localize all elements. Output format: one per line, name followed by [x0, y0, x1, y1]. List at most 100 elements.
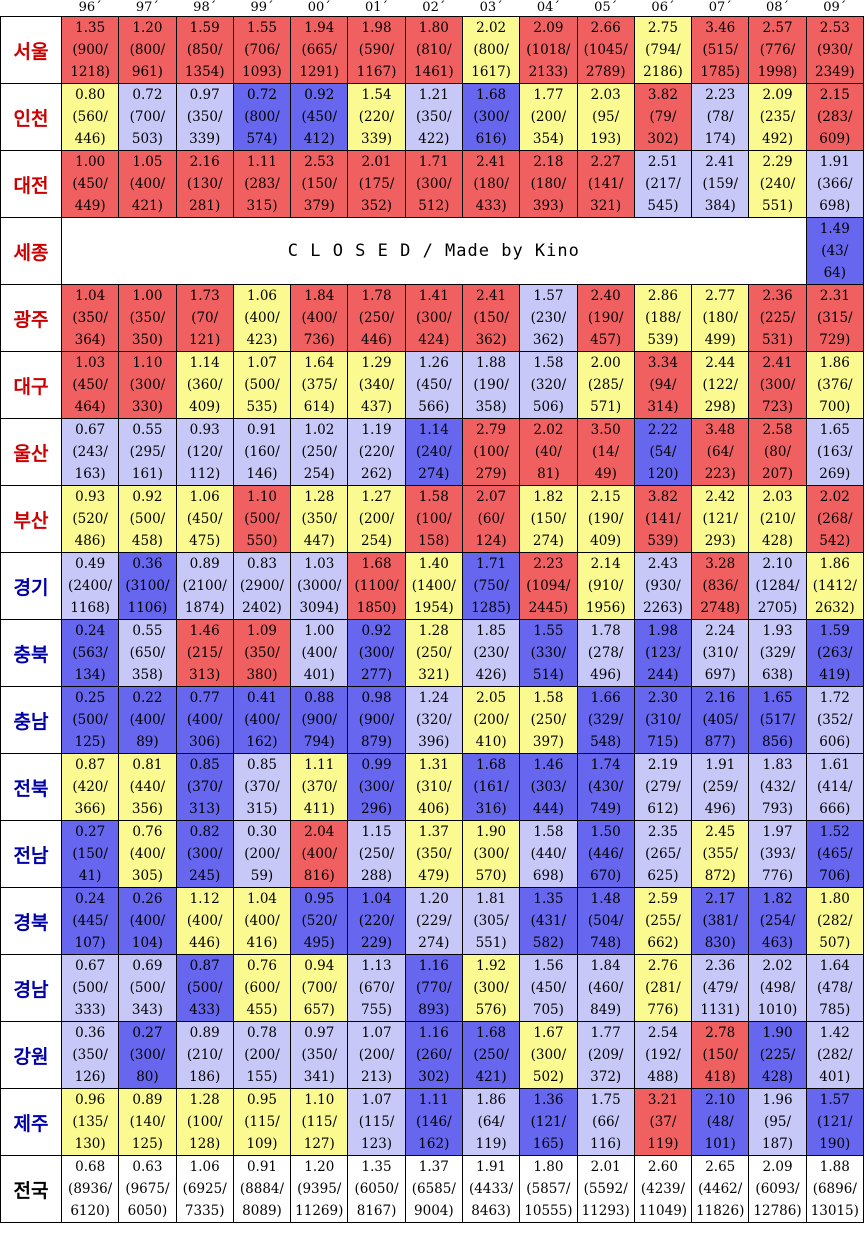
rate-value: 2.41 — [762, 355, 793, 371]
rate-value: 1.31 — [418, 757, 449, 773]
table-row: 강원 0.36 (350/126) 0.27 (300/80) 0.89 (210/186)… — [0, 1021, 864, 1089]
rate-cell: 1.55 (330/514) — [519, 619, 578, 687]
rate-value: 2.18 — [533, 154, 564, 170]
rate-value: 1.13 — [361, 958, 392, 974]
rate-cell: 3.82 (141/539) — [633, 485, 693, 553]
rate-value: 2.78 — [705, 1025, 736, 1041]
rate-cell: 0.24 (445/107) — [60, 887, 120, 955]
rate-cell: 1.11 (283/315) — [232, 150, 292, 218]
applicant-count: (590/ — [358, 42, 395, 58]
rate-cell: 0.72 (700/503) — [118, 83, 177, 151]
rate-value: 1.10 — [132, 355, 163, 371]
quota-count: 354) — [532, 131, 564, 147]
rate-value: 0.82 — [189, 824, 220, 840]
rate-cell: 1.68 (161/316) — [461, 753, 521, 821]
rate-cell: 2.41 (159/384) — [691, 150, 750, 218]
rate-cell: 2.44 (122/298) — [691, 351, 750, 419]
rate-value: 1.07 — [246, 355, 278, 371]
rate-value: 1.40 — [418, 556, 449, 572]
applicant-count: (445/ — [72, 913, 108, 929]
applicant-count: (230/ — [530, 310, 567, 326]
quota-count: 356) — [131, 801, 163, 817]
quota-count: 794) — [303, 734, 335, 750]
rate-cell: 1.58 (320/506) — [519, 351, 578, 419]
quota-count: 506) — [532, 399, 564, 415]
quota-count: 616) — [475, 131, 507, 147]
rate-value: 3.50 — [590, 422, 621, 438]
applicant-count: (6093/ — [755, 1181, 800, 1197]
quota-count: 502) — [532, 1069, 564, 1085]
applicant-count: (504/ — [587, 913, 624, 929]
applicant-count: (278/ — [587, 645, 624, 661]
rate-cell: 1.28 (100/128) — [175, 1088, 234, 1156]
quota-count: 1617) — [471, 64, 511, 80]
quota-count: 352) — [361, 198, 393, 214]
applicant-count: (800/ — [244, 109, 280, 125]
rate-cell: 0.88 (900/794) — [290, 686, 349, 754]
quota-count: 1168) — [70, 600, 110, 616]
rate-value: 1.64 — [819, 958, 850, 974]
rate-cell: 2.79 (100/279) — [461, 418, 521, 486]
rate-value: 1.52 — [819, 824, 850, 840]
quota-count: 165) — [532, 1136, 564, 1152]
applicant-count: (295/ — [129, 444, 166, 460]
quota-count: 816) — [303, 868, 335, 884]
rate-value: 1.82 — [762, 891, 793, 907]
quota-count: 315) — [246, 198, 278, 214]
rate-value: 2.86 — [647, 288, 678, 304]
rate-value: 3.28 — [705, 556, 736, 572]
quota-count: 662) — [647, 935, 679, 951]
applicant-count: (400/ — [129, 913, 166, 929]
rate-value: 2.53 — [819, 20, 850, 36]
rate-cell: 1.41 (300/424) — [404, 284, 463, 352]
quota-count: 416) — [246, 935, 278, 951]
applicant-count: (229/ — [416, 913, 452, 929]
applicant-count: (305/ — [473, 913, 509, 929]
rate-value: 1.57 — [533, 288, 564, 304]
rate-value: 1.94 — [304, 20, 335, 36]
rate-cell: 1.26 (450/566) — [404, 351, 463, 419]
quota-count: 245) — [189, 868, 221, 884]
rate-value: 1.58 — [533, 355, 564, 371]
applicant-count: (141/ — [587, 176, 624, 192]
rate-cell: 3.46 (515/1785) — [691, 16, 750, 84]
rate-value: 0.77 — [189, 690, 220, 706]
rate-value: 1.37 — [418, 1159, 449, 1175]
rate-cell: 1.96 (95/187) — [748, 1088, 807, 1156]
quota-count: 748) — [590, 935, 622, 951]
applicant-count: (200/ — [358, 511, 395, 527]
rate-cell: 1.65 (517/856) — [748, 686, 807, 754]
rate-cell: 1.03 (3000/3094) — [290, 552, 349, 620]
rate-cell: 1.28 (350/447) — [290, 485, 349, 553]
quota-count: 380) — [246, 667, 278, 683]
quota-count: 130) — [74, 1136, 106, 1152]
rate-cell: 2.16 (405/877) — [691, 686, 750, 754]
applicant-count: (180/ — [702, 310, 739, 326]
rate-value: 0.88 — [304, 690, 335, 706]
quota-count: 49) — [594, 466, 617, 482]
quota-count: 409) — [189, 399, 221, 415]
applicant-count: (330/ — [530, 645, 567, 661]
region-label: 경남 — [0, 954, 62, 1022]
quota-count: 296) — [361, 801, 393, 817]
quota-count: 107) — [74, 935, 106, 951]
rate-value: 2.17 — [705, 891, 736, 907]
rate-cell: 1.88 (190/358) — [461, 351, 521, 419]
rate-cell: 0.68 (8936/6120) — [60, 1155, 120, 1223]
applicant-count: (750/ — [473, 578, 509, 594]
rate-value: 3.48 — [705, 422, 736, 438]
rate-cell: 0.87 (420/366) — [60, 753, 120, 821]
rate-value: 1.55 — [533, 623, 564, 639]
applicant-count: (80/ — [764, 444, 792, 460]
applicant-count: (320/ — [530, 377, 567, 393]
quota-count: 433) — [189, 1002, 221, 1018]
quota-count: 59) — [250, 868, 274, 884]
rate-value: 2.42 — [705, 489, 736, 505]
quota-count: 2632) — [814, 600, 855, 616]
rate-value: 1.07 — [361, 1025, 392, 1041]
year-header: 06´ — [651, 0, 675, 15]
rate-value: 2.58 — [762, 422, 793, 438]
rate-value: 1.90 — [476, 824, 507, 840]
applicant-count: (563/ — [72, 645, 108, 661]
quota-count: 207) — [761, 466, 794, 482]
